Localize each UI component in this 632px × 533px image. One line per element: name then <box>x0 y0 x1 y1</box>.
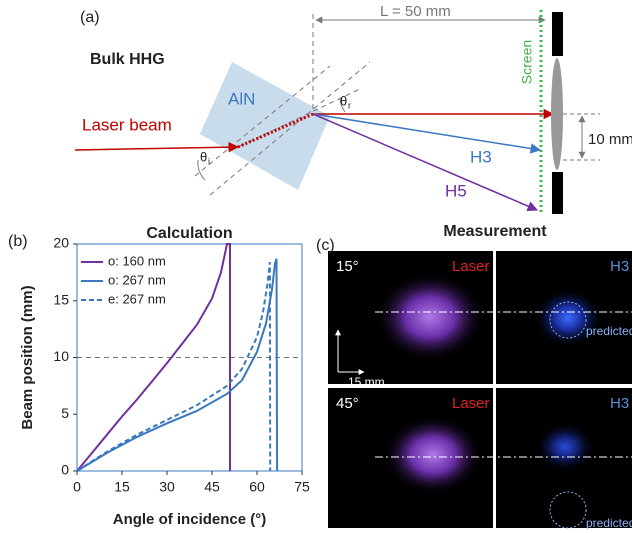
x-tick-label: 15 <box>114 479 130 495</box>
laser-beam <box>75 147 238 150</box>
crystal <box>200 62 330 190</box>
panel-label: (a) <box>80 9 100 26</box>
h3-spot <box>535 422 595 472</box>
h5-label: H5 <box>445 181 467 200</box>
laser-label: Laser <box>452 258 490 275</box>
scale-label: 15 mm <box>348 375 385 389</box>
angle-subscript: r <box>348 100 351 110</box>
angle-symbol: θ <box>200 149 207 164</box>
predicted-label: predicted <box>586 516 632 530</box>
predicted-label: predicted <box>586 324 632 338</box>
h3-label: H3 <box>470 147 492 166</box>
x-tick-label: 30 <box>159 479 175 495</box>
diagram-title: Bulk HHG <box>90 51 165 68</box>
y-tick-label: 10 <box>53 348 69 364</box>
spacing-label: 10 mm <box>588 131 632 148</box>
beam-label: Laser beam <box>82 115 172 134</box>
laser-label: Laser <box>452 395 490 412</box>
chart-title: Calculation <box>146 225 232 242</box>
h5-beam <box>313 114 537 210</box>
legend-label: o: 160 nm <box>108 253 166 268</box>
legend-label: o: 267 nm <box>108 272 166 287</box>
angle-subscript: i <box>208 156 210 166</box>
x-tick-label: 45 <box>204 479 220 495</box>
laser-spot <box>383 415 483 495</box>
data-line <box>77 259 277 471</box>
aperture <box>552 172 563 214</box>
angle-label: 45° <box>336 395 359 412</box>
aperture <box>552 12 563 56</box>
x-axis-label: Angle of incidence (°) <box>113 511 267 528</box>
harmonic-label: H3 <box>610 258 629 275</box>
panel-label: (c) <box>316 237 335 254</box>
panel-label: (b) <box>8 233 28 250</box>
y-axis-label: Beam position (mm) <box>19 285 36 429</box>
x-tick-label: 75 <box>294 479 310 495</box>
harmonic-label: H3 <box>610 395 629 412</box>
h3-spot <box>533 288 603 348</box>
y-tick-label: 15 <box>53 291 69 307</box>
panel-title: Measurement <box>443 223 547 240</box>
angle-label: 15° <box>336 258 359 275</box>
lens <box>551 58 563 170</box>
screen-label: Screen <box>519 40 535 84</box>
x-tick-label: 60 <box>249 479 265 495</box>
material-label: AlN <box>228 89 255 108</box>
x-tick-label: 0 <box>73 479 81 495</box>
distance-label: L = 50 mm <box>380 3 451 20</box>
legend-label: e: 267 nm <box>108 291 166 306</box>
y-tick-label: 5 <box>61 405 69 421</box>
h3-beam <box>313 114 540 150</box>
y-tick-label: 20 <box>53 235 69 251</box>
measurement-images <box>328 251 632 528</box>
laser-spot <box>375 272 485 362</box>
data-line <box>77 262 270 471</box>
figure: (a) Bulk HHG AlN Laser beam L = 50 mm Screen 1… <box>0 0 632 533</box>
scale-label: 15 mm <box>317 332 331 369</box>
angle-symbol: θ <box>340 93 347 108</box>
y-tick-label: 0 <box>61 462 69 478</box>
